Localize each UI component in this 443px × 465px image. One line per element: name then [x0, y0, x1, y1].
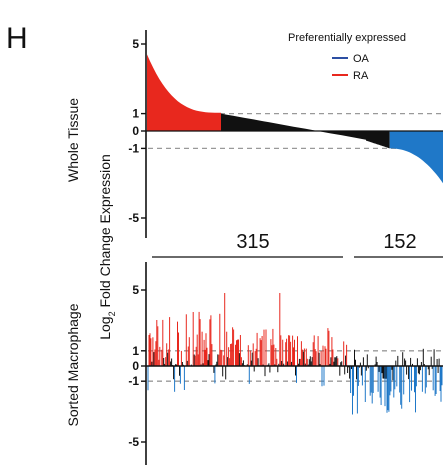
panel-sorted-macrophage: 5 10-1 -5 — [128, 262, 443, 465]
legend-title: Preferentially expressed — [288, 32, 406, 44]
panel2-y-tick-label: 0 — [132, 359, 139, 373]
panel1-y-tick-label: -5 — [128, 211, 139, 225]
panel-label: H — [6, 22, 28, 55]
group-bracket: 315 152 — [152, 231, 443, 258]
panel1-y-tick-label: 0 — [132, 124, 139, 138]
group-count-left: 315 — [236, 231, 269, 253]
panel-whole-tissue: 5 1 0 -1 -5 — [128, 30, 443, 238]
waterfall-segment-oa — [389, 131, 443, 184]
panel2-y-tick-label: -1 — [128, 374, 139, 388]
panel2-y-tick-label: 5 — [132, 283, 139, 297]
legend: Preferentially expressed OA RA — [288, 32, 406, 82]
legend-ra-label: RA — [353, 70, 369, 82]
panel2-y-tick-label: -5 — [128, 435, 139, 449]
shared-y-axis-label: Log2 Fold Change Expression — [97, 154, 117, 340]
waterfall-segment-ra — [147, 54, 221, 131]
panel1-y-tick-label: -1 — [128, 141, 139, 155]
panel2-y-axis-label: Sorted Macrophage — [65, 303, 81, 426]
panel2-y-tick-label: 1 — [132, 344, 139, 358]
panel1-y-axis-label: Whole Tissue — [65, 98, 81, 182]
legend-oa-label: OA — [353, 53, 370, 65]
panel1-y-tick-label: 1 — [132, 107, 139, 121]
panel1-y-tick-label: 5 — [132, 37, 139, 51]
waterfall-segment-neutral — [366, 131, 390, 149]
waterfall-segment-neutral — [221, 113, 366, 140]
group-count-right: 152 — [383, 231, 416, 253]
